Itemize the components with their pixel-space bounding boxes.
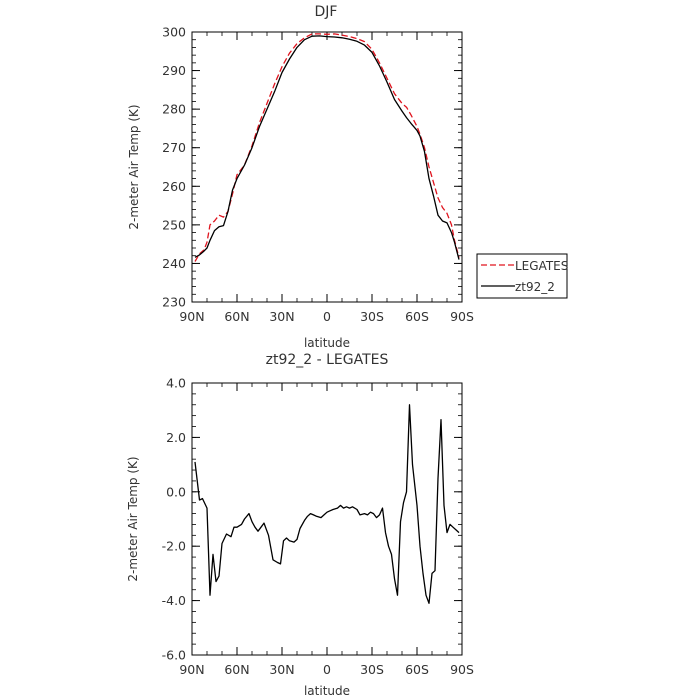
x-tick-label: 30N bbox=[269, 309, 294, 324]
legend-label-legates: LEGATES bbox=[515, 259, 568, 273]
x-axis-title: latitude bbox=[304, 684, 350, 698]
y-tick-label: 280 bbox=[162, 102, 186, 117]
y-tick-label: 250 bbox=[162, 217, 186, 232]
x-tick-label: 0 bbox=[323, 662, 331, 677]
y-tick-labels: 230 240 250 260 270 280 290 300 bbox=[162, 25, 186, 310]
x-tick-label: 90N bbox=[179, 309, 204, 324]
y-tick-label: 240 bbox=[162, 256, 186, 271]
x-tick-labels: 90N 60N 30N 0 30S 60S 90S bbox=[179, 662, 474, 677]
y-tick-label: -6.0 bbox=[162, 648, 186, 663]
x-tick-label: 60N bbox=[224, 309, 249, 324]
y-tick-label: 290 bbox=[162, 63, 186, 78]
y-tick-label: 4.0 bbox=[166, 376, 186, 391]
x-tick-label: 30N bbox=[269, 662, 294, 677]
x-tick-label: 90S bbox=[450, 662, 474, 677]
chart-title: zt92_2 - LEGATES bbox=[266, 352, 389, 368]
y-tick-label: 300 bbox=[162, 25, 186, 40]
x-tick-label: 60S bbox=[405, 662, 429, 677]
y-tick-label: -4.0 bbox=[162, 593, 186, 608]
chart-title: DJF bbox=[315, 4, 338, 20]
y-tick-label: 230 bbox=[162, 295, 186, 310]
series-line-difference bbox=[194, 404, 460, 604]
legend-label-zt92: zt92_2 bbox=[515, 280, 555, 294]
x-tick-label: 90N bbox=[179, 662, 204, 677]
y-tick-label: 0.0 bbox=[166, 484, 186, 499]
x-tick-labels: 90N 60N 30N 0 30S 60S 90S bbox=[179, 309, 474, 324]
y-axis-title: 2-meter Air Temp (K) bbox=[126, 456, 140, 581]
series-group bbox=[194, 404, 460, 604]
x-tick-label: 60S bbox=[405, 309, 429, 324]
temperature-chart: DJF 230 240 250 260 270 280 290 300 90N 60N 30N 0 3… bbox=[127, 4, 568, 350]
x-tick-label: 90S bbox=[450, 309, 474, 324]
y-tick-label: 270 bbox=[162, 140, 186, 155]
series-group bbox=[194, 33, 460, 262]
series-line-zt92-2 bbox=[194, 35, 460, 260]
y-axis-title: 2-meter Air Temp (K) bbox=[127, 104, 141, 229]
y-tick-labels: -6.0 -4.0 -2.0 0.0 2.0 4.0 bbox=[162, 376, 186, 663]
y-tick-label: 260 bbox=[162, 179, 186, 194]
legend: LEGATES zt92_2 bbox=[476, 253, 568, 299]
x-axis-title: latitude bbox=[304, 336, 350, 350]
x-tick-label: 30S bbox=[360, 309, 384, 324]
y-tick-label: -2.0 bbox=[162, 539, 186, 554]
x-tick-label: 60N bbox=[224, 662, 249, 677]
legend-box bbox=[476, 253, 568, 299]
tick-marks bbox=[191, 31, 463, 303]
x-tick-label: 0 bbox=[323, 309, 331, 324]
plot-frame bbox=[191, 382, 463, 656]
difference-chart: zt92_2 - LEGATES -6.0 -4.0 -2.0 0.0 2.0 4.0 9… bbox=[126, 352, 474, 698]
y-tick-label: 2.0 bbox=[166, 430, 186, 445]
x-tick-label: 30S bbox=[360, 662, 384, 677]
plot-frame bbox=[191, 31, 463, 303]
tick-marks bbox=[191, 382, 463, 656]
series-line-legates bbox=[194, 33, 460, 262]
